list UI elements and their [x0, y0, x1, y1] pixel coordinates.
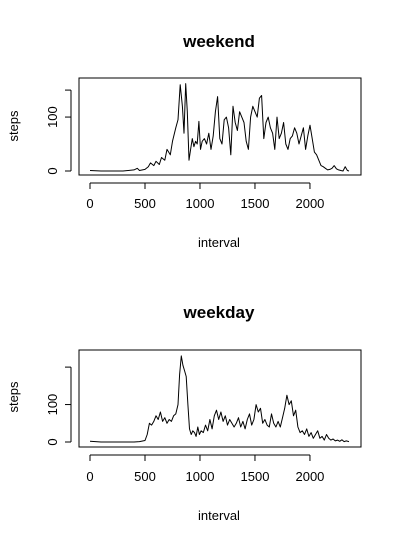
y-axis-label-weekend: steps	[6, 110, 21, 142]
x-tick-label: 1500	[241, 196, 270, 211]
chart-title-weekday: weekday	[183, 303, 255, 322]
panel-weekday: weekday 0 500 1000 1500 2000 0 100 interval s…	[6, 303, 361, 523]
series-weekday	[90, 356, 349, 442]
y-tick-label: 100	[45, 106, 60, 128]
x-tick-label: 1000	[186, 196, 215, 211]
x-tick-label: 500	[134, 196, 156, 211]
y-tick-label: 0	[45, 167, 60, 174]
x-axis-weekday: 0 500 1000 1500 2000	[86, 455, 324, 484]
y-axis-label-weekday: steps	[6, 381, 21, 413]
x-tick-label: 0	[86, 469, 93, 484]
panel-weekend: weekend 0 500 1000 1500 2000 0 100 interval s…	[6, 32, 361, 250]
series-line-weekday	[90, 356, 349, 442]
series-line-weekend	[90, 84, 349, 171]
x-axis-weekend: 0 500 1000 1500 2000	[86, 183, 324, 211]
x-tick-label: 1000	[186, 469, 215, 484]
y-axis-weekend: 0 100	[45, 90, 71, 175]
x-tick-label: 0	[86, 196, 93, 211]
chart-title-weekend: weekend	[182, 32, 255, 51]
x-tick-label: 1500	[241, 469, 270, 484]
x-tick-label: 2000	[295, 196, 324, 211]
y-tick-label: 0	[45, 438, 60, 445]
y-axis-weekday: 0 100	[45, 367, 71, 446]
x-tick-label: 500	[134, 469, 156, 484]
x-axis-label-weekend: interval	[198, 235, 240, 250]
x-axis-label-weekday: interval	[198, 508, 240, 523]
x-tick-label: 2000	[295, 469, 324, 484]
series-weekend	[90, 84, 349, 171]
y-tick-label: 100	[45, 394, 60, 416]
